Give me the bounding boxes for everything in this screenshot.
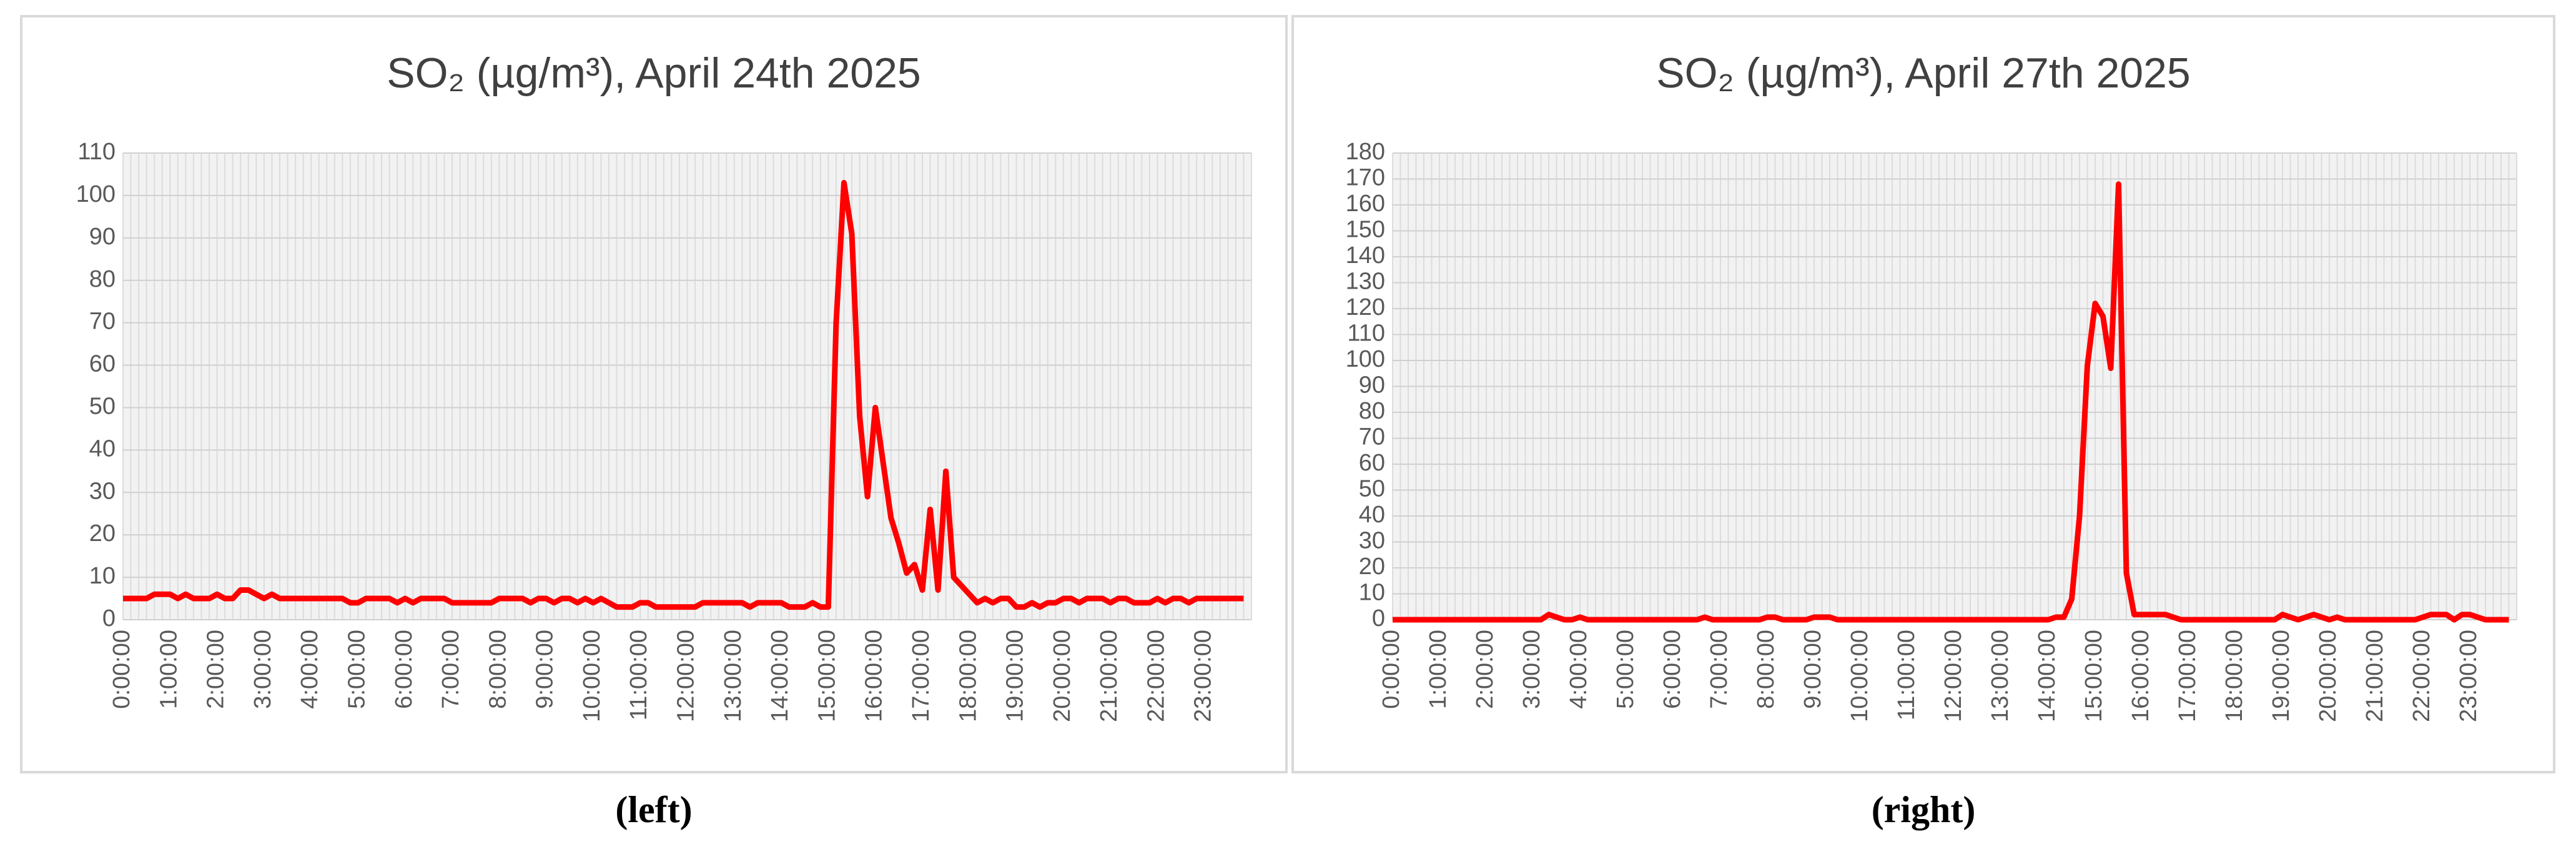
y-tick-label: 70 xyxy=(1359,424,1385,450)
y-tick-label: 10 xyxy=(89,563,116,589)
x-tick-label: 16:00:00 xyxy=(2128,630,2154,722)
y-tick-label: 90 xyxy=(1359,372,1385,399)
x-tick-label: 13:00:00 xyxy=(1987,630,2013,722)
y-tick-label: 170 xyxy=(1346,165,1385,191)
y-tick-label: 180 xyxy=(1346,139,1385,165)
data-line xyxy=(123,180,1244,610)
x-tick-label: 19:00:00 xyxy=(2268,630,2294,722)
y-tick-label: 120 xyxy=(1346,294,1385,320)
x-tick-label: 22:00:00 xyxy=(1143,630,1169,722)
y-tick-label: 100 xyxy=(1346,346,1385,372)
x-tick-label: 5:00:00 xyxy=(343,630,370,709)
x-tick-label: 10:00:00 xyxy=(1847,630,1873,722)
y-tick-label: 100 xyxy=(76,181,116,207)
y-tick-label: 30 xyxy=(89,478,116,504)
x-tick-label: 11:00:00 xyxy=(626,630,652,720)
x-tick-label: 15:00:00 xyxy=(2081,630,2107,722)
y-tick-label: 160 xyxy=(1346,191,1385,217)
x-tick-label: 21:00:00 xyxy=(1096,630,1122,722)
chart-title: SO₂ (µg/m³), April 27th 2025 xyxy=(1656,49,2190,97)
x-tick-label: 14:00:00 xyxy=(2034,630,2060,722)
x-tick-label: 7:00:00 xyxy=(1706,630,1732,709)
x-tick-label: 18:00:00 xyxy=(955,630,981,722)
y-tick-label: 110 xyxy=(1347,320,1385,347)
x-tick-label: 21:00:00 xyxy=(2362,630,2388,722)
y-tick-label: 60 xyxy=(1359,450,1385,476)
y-tick-label: 20 xyxy=(1359,554,1385,580)
x-tick-label: 5:00:00 xyxy=(1612,630,1639,709)
x-tick-label: 16:00:00 xyxy=(861,630,887,722)
y-tick-label: 70 xyxy=(89,309,116,335)
x-tick-label: 10:00:00 xyxy=(579,630,605,722)
x-tick-label: 14:00:00 xyxy=(767,630,793,722)
x-tick-label: 15:00:00 xyxy=(814,630,840,722)
caption: (left) xyxy=(615,789,692,830)
x-tick-label: 23:00:00 xyxy=(2455,630,2482,722)
x-tick-label: 3:00:00 xyxy=(250,630,276,709)
y-tick-label: 150 xyxy=(1346,217,1385,243)
y-tick-label: 80 xyxy=(1359,398,1385,424)
x-tick-label: 20:00:00 xyxy=(2315,630,2341,722)
caption: (right) xyxy=(1872,789,1976,830)
x-tick-label: 0:00:00 xyxy=(1378,630,1404,709)
x-tick-label: 19:00:00 xyxy=(1002,630,1029,722)
x-tick-label: 6:00:00 xyxy=(391,630,417,709)
x-tick-label: 18:00:00 xyxy=(2221,630,2248,722)
y-tick-label: 20 xyxy=(89,520,116,547)
x-tick-label: 7:00:00 xyxy=(438,630,464,709)
y-tick-label: 60 xyxy=(89,351,116,377)
x-tick-label: 1:00:00 xyxy=(1425,630,1451,709)
x-tick-label: 4:00:00 xyxy=(297,630,323,709)
y-tick-label: 130 xyxy=(1346,269,1385,295)
data-line xyxy=(1393,181,2509,623)
x-tick-label: 11:00:00 xyxy=(1893,630,1920,720)
x-tick-label: 0:00:00 xyxy=(109,630,135,709)
x-tick-label: 23:00:00 xyxy=(1190,630,1216,722)
x-tick-label: 9:00:00 xyxy=(1800,630,1826,709)
x-tick-label: 2:00:00 xyxy=(203,630,229,709)
y-tick-label: 40 xyxy=(89,435,116,462)
x-tick-label: 13:00:00 xyxy=(720,630,746,722)
y-tick-label: 140 xyxy=(1346,242,1385,269)
x-tick-label: 17:00:00 xyxy=(2174,630,2201,722)
x-tick-label: 8:00:00 xyxy=(485,630,511,709)
x-tick-label: 1:00:00 xyxy=(155,630,182,709)
y-tick-label: 80 xyxy=(89,266,116,292)
x-tick-label: 8:00:00 xyxy=(1753,630,1779,709)
x-tick-label: 17:00:00 xyxy=(908,630,934,722)
y-tick-label: 30 xyxy=(1359,528,1385,554)
y-tick-label: 0 xyxy=(1372,605,1385,632)
y-tick-label: 90 xyxy=(89,224,116,250)
x-tick-label: 22:00:00 xyxy=(2409,630,2435,722)
y-tick-label: 0 xyxy=(102,605,116,632)
x-tick-label: 12:00:00 xyxy=(673,630,699,722)
y-tick-label: 110 xyxy=(77,139,116,165)
x-tick-label: 12:00:00 xyxy=(1940,630,1967,722)
x-tick-label: 20:00:00 xyxy=(1049,630,1075,722)
x-tick-label: 6:00:00 xyxy=(1659,630,1685,709)
y-tick-label: 10 xyxy=(1359,580,1385,606)
x-tick-label: 2:00:00 xyxy=(1472,630,1498,709)
y-tick-label: 50 xyxy=(1359,476,1385,502)
chart-title: SO₂ (µg/m³), April 24th 2025 xyxy=(387,49,920,97)
x-tick-label: 9:00:00 xyxy=(532,630,558,709)
x-tick-label: 3:00:00 xyxy=(1519,630,1545,709)
x-tick-label: 4:00:00 xyxy=(1566,630,1592,709)
y-tick-label: 50 xyxy=(89,393,116,419)
y-tick-label: 40 xyxy=(1359,502,1385,528)
